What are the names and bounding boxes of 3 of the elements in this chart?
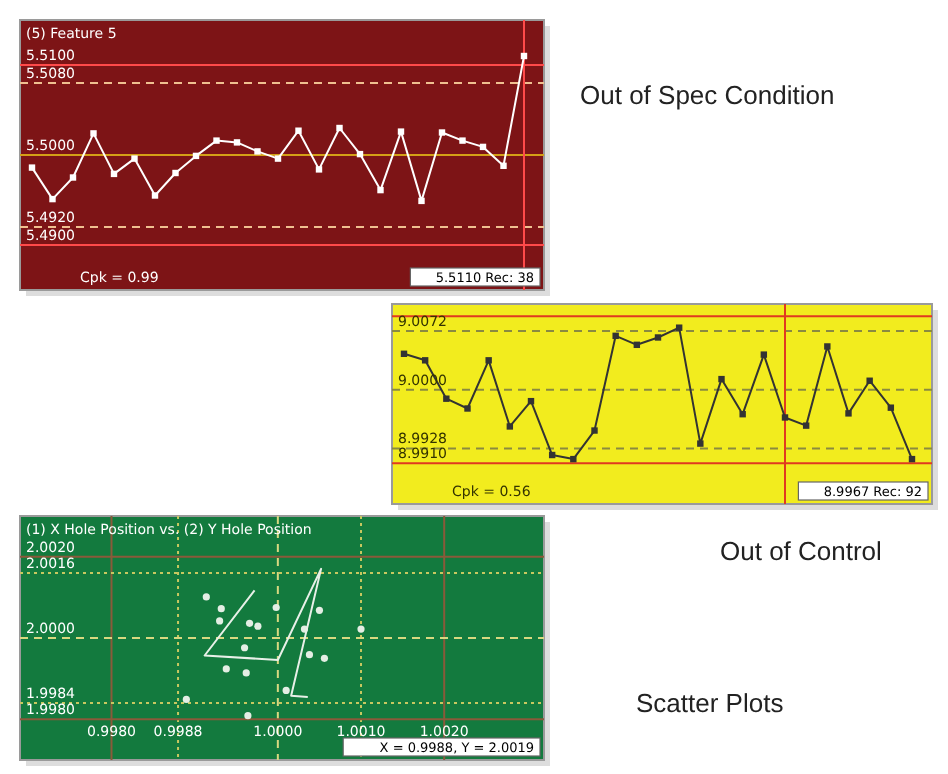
- text: Out of Spec Condition: [580, 80, 835, 110]
- text: Scatter Plots: [636, 688, 785, 718]
- text: Out of Control: [720, 536, 883, 566]
